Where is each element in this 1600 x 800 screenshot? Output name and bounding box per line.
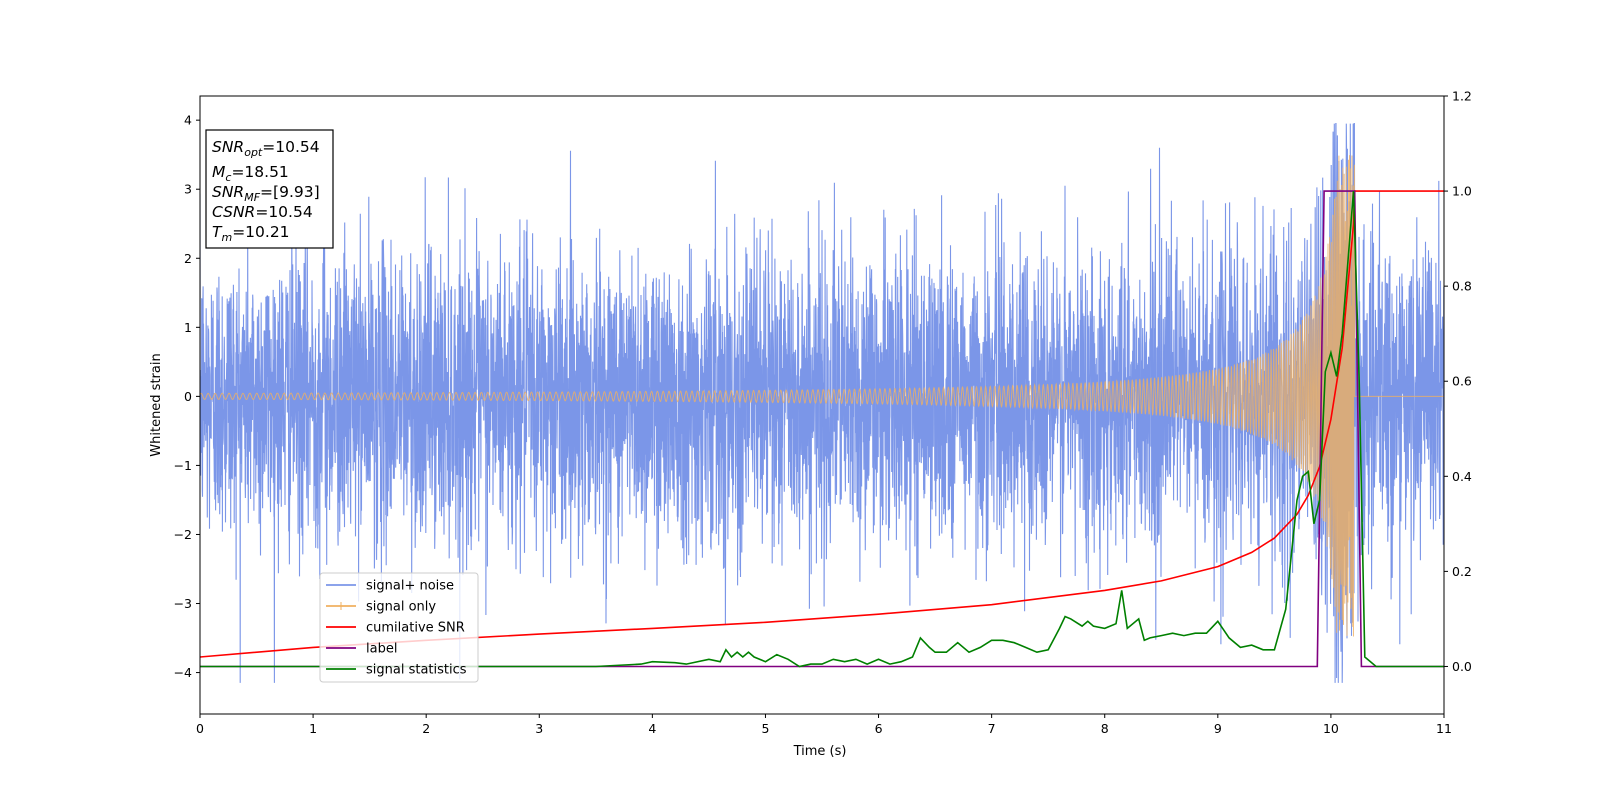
x-tick-label: 7 bbox=[988, 721, 996, 736]
legend-label: label bbox=[366, 642, 397, 657]
legend-item: signal statistics bbox=[326, 663, 467, 678]
y-axis-label: Whitened strain bbox=[149, 353, 164, 456]
plot-area bbox=[200, 123, 1444, 683]
annotation-box: SNRopt=10.54 Mc=18.51SNRMF=[9.93]CSNR=10.… bbox=[205, 129, 334, 249]
x-tick-label: 4 bbox=[648, 721, 656, 736]
legend-label: signal only bbox=[366, 600, 436, 615]
series-cumilative-snr bbox=[200, 190, 1444, 658]
legend-label: cumilative SNR bbox=[366, 621, 465, 636]
y-left-tick-label: −4 bbox=[174, 665, 192, 680]
y-right-tick-label: 0.8 bbox=[1452, 279, 1472, 294]
y-left-tick-label: −3 bbox=[174, 596, 192, 611]
legend-label: signal+ noise bbox=[366, 579, 454, 594]
annotation-line: Tm=10.21 bbox=[212, 223, 290, 244]
legend-item: signal+ noise bbox=[326, 579, 454, 594]
y-left-tick-label: 1 bbox=[184, 320, 192, 335]
x-tick-label: 10 bbox=[1323, 721, 1339, 736]
y-right-tick-label: 0.6 bbox=[1452, 374, 1472, 389]
series-signal-statistics bbox=[200, 191, 1444, 668]
y-right-tick-label: 0.0 bbox=[1452, 659, 1472, 674]
y-right-tick-label: 0.2 bbox=[1452, 564, 1472, 579]
y-left-tick-label: −1 bbox=[174, 458, 192, 473]
annotation-line: Mc=18.51 bbox=[212, 163, 289, 184]
annotation-line: SNRopt=10.54 bbox=[212, 138, 320, 159]
annotation-line: CSNR=10.54 bbox=[212, 203, 313, 221]
x-tick-label: 6 bbox=[875, 721, 883, 736]
x-tick-label: 5 bbox=[761, 721, 769, 736]
x-tick-label: 0 bbox=[196, 721, 204, 736]
x-tick-label: 11 bbox=[1436, 721, 1452, 736]
x-axis-label: Time (s) bbox=[793, 744, 847, 759]
y-right-tick-label: 0.4 bbox=[1452, 469, 1472, 484]
x-tick-label: 8 bbox=[1101, 721, 1109, 736]
x-tick-label: 2 bbox=[422, 721, 430, 736]
legend-item: label bbox=[326, 642, 397, 657]
annotation-line: SNRMF=[9.93] bbox=[212, 183, 320, 204]
legend-label: signal statistics bbox=[366, 663, 467, 678]
series-signal-only bbox=[200, 155, 1444, 637]
y-right-tick-label: 1.0 bbox=[1452, 184, 1472, 199]
legend-item: cumilative SNR bbox=[326, 621, 465, 636]
x-tick-label: 3 bbox=[535, 721, 543, 736]
legend-frame bbox=[319, 572, 479, 683]
y-left-tick-label: 0 bbox=[184, 389, 192, 404]
y-right-tick-label: 1.2 bbox=[1452, 89, 1472, 104]
y-axis-right: 0.0 0.2 0.4 0.6 0.8 1.0 1.2 bbox=[1444, 89, 1472, 674]
legend: signal+ noise signal only cumilative SNR la… bbox=[319, 572, 479, 683]
x-tick-label: 1 bbox=[309, 721, 317, 736]
y-left-tick-label: 4 bbox=[184, 113, 192, 128]
x-axis: 0 1 2 3 4 5 6 7 8 9 10 11 bbox=[196, 714, 1452, 736]
plot-frame bbox=[199, 95, 1445, 715]
legend-item: signal only bbox=[326, 600, 436, 615]
y-left-tick-label: −2 bbox=[174, 527, 192, 542]
y-left-tick-label: 2 bbox=[184, 251, 192, 266]
annotation-frame bbox=[205, 129, 334, 249]
y-axis-left: −4 −3 −2 −1 0 1 2 3 4 bbox=[174, 113, 200, 680]
x-tick-label: 9 bbox=[1214, 721, 1222, 736]
y-left-tick-label: 3 bbox=[184, 182, 192, 197]
